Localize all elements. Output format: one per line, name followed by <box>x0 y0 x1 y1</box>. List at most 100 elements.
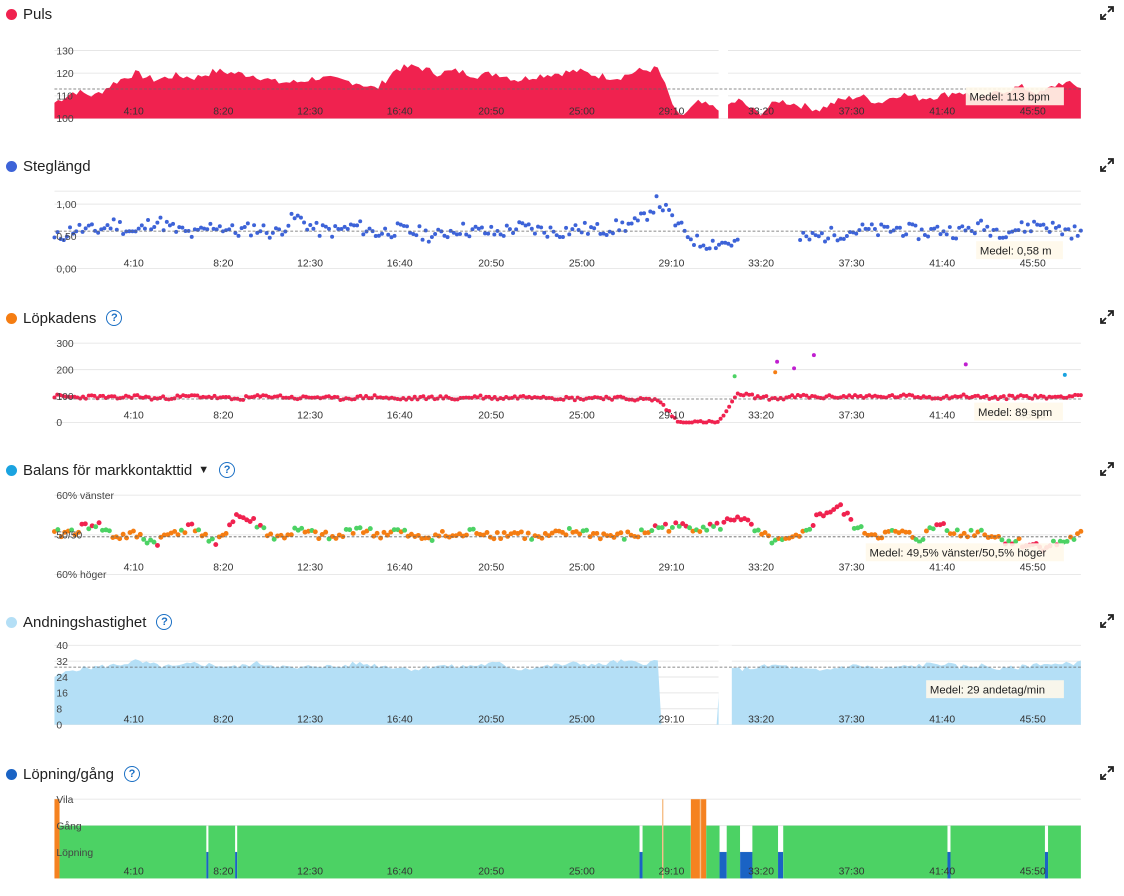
data-point <box>687 525 693 531</box>
data-point <box>464 232 469 237</box>
data-point <box>58 237 63 242</box>
data-point <box>252 223 257 228</box>
x-tick-label: 20:50 <box>478 563 504 574</box>
expand-icon[interactable] <box>1100 158 1114 172</box>
data-point <box>514 227 519 232</box>
x-tick-label: 25:00 <box>569 107 595 118</box>
data-point <box>536 224 541 229</box>
help-icon[interactable]: ? <box>156 614 173 630</box>
data-point <box>642 211 647 216</box>
data-point <box>807 237 812 242</box>
data-point <box>1038 223 1043 228</box>
dropdown-caret-icon[interactable]: ▼ <box>198 464 210 476</box>
data-point <box>361 232 366 237</box>
data-point <box>913 223 918 228</box>
data-point <box>86 223 91 228</box>
data-point <box>205 227 210 232</box>
data-point <box>278 393 283 398</box>
average-label: Medel: 29 andetag/min <box>930 684 1045 696</box>
data-point <box>175 532 181 538</box>
data-point <box>299 525 305 531</box>
data-point <box>1016 536 1022 542</box>
data-point <box>1006 538 1012 544</box>
data-point <box>552 397 557 402</box>
data-point <box>355 223 360 228</box>
x-tick-label: 16:40 <box>387 867 413 878</box>
data-point <box>888 229 893 234</box>
data-point <box>295 213 300 218</box>
data-point <box>657 205 662 210</box>
y-tick-label: 300 <box>56 339 74 350</box>
data-point <box>398 222 403 227</box>
data-point <box>223 395 228 399</box>
data-point <box>74 229 79 234</box>
data-point <box>676 523 682 529</box>
data-point <box>978 527 984 533</box>
data-point <box>114 227 119 232</box>
data-point <box>267 235 272 240</box>
expand-icon[interactable] <box>1100 766 1114 780</box>
y-tick-label: 60% höger <box>56 570 107 581</box>
data-point <box>698 244 703 249</box>
data-point <box>573 529 579 534</box>
data-point <box>954 236 959 241</box>
data-point <box>292 216 297 221</box>
data-point <box>766 533 771 539</box>
data-point <box>717 526 723 532</box>
data-point <box>333 535 339 541</box>
data-point <box>933 396 938 401</box>
expand-icon[interactable] <box>1100 310 1114 324</box>
x-tick-label: 20:50 <box>478 107 504 118</box>
data-point <box>491 536 497 542</box>
data-point <box>560 234 565 239</box>
expand-icon[interactable] <box>1100 6 1114 20</box>
data-point <box>505 533 511 539</box>
data-point <box>1047 229 1052 234</box>
data-point <box>673 520 679 526</box>
expand-icon[interactable] <box>1100 462 1114 476</box>
data-point <box>86 393 91 398</box>
help-icon[interactable]: ? <box>123 766 140 782</box>
data-point <box>248 233 253 238</box>
y-tick-label: 16 <box>56 689 68 700</box>
x-tick-label: 41:40 <box>929 107 955 118</box>
data-point <box>239 226 244 231</box>
help-icon[interactable]: ? <box>106 310 123 326</box>
data-point <box>445 235 450 240</box>
data-point <box>790 393 795 398</box>
y-tick-label: Gång <box>56 820 82 832</box>
data-point <box>947 225 952 230</box>
data-point <box>492 395 497 399</box>
data-point <box>217 224 222 229</box>
data-point <box>212 393 217 398</box>
data-point <box>985 224 990 229</box>
data-point <box>1025 222 1030 227</box>
outlier-point <box>811 353 816 358</box>
state-segment <box>1048 825 1081 879</box>
data-point <box>149 227 154 232</box>
x-tick-label: 29:10 <box>658 563 684 574</box>
x-tick-label: 8:20 <box>213 867 233 878</box>
data-point <box>380 231 384 236</box>
data-point <box>298 396 303 401</box>
x-tick-label: 20:50 <box>478 715 504 726</box>
data-point <box>121 231 126 236</box>
x-tick-label: 37:30 <box>839 107 865 118</box>
data-point <box>567 232 572 237</box>
expand-icon[interactable] <box>1100 614 1114 628</box>
data-point <box>701 243 706 248</box>
help-icon[interactable]: ? <box>219 462 236 478</box>
x-tick-label: 25:00 <box>569 715 595 726</box>
data-point <box>109 394 114 399</box>
data-point <box>319 532 325 537</box>
data-point <box>585 231 590 236</box>
data-point <box>52 235 57 240</box>
data-point <box>247 519 253 524</box>
data-point <box>796 533 802 539</box>
data-point <box>729 243 734 248</box>
data-point <box>1010 393 1015 398</box>
data-point <box>1064 538 1070 544</box>
data-point <box>1053 225 1058 230</box>
data-point <box>63 394 68 399</box>
x-tick-label: 29:10 <box>658 259 684 270</box>
